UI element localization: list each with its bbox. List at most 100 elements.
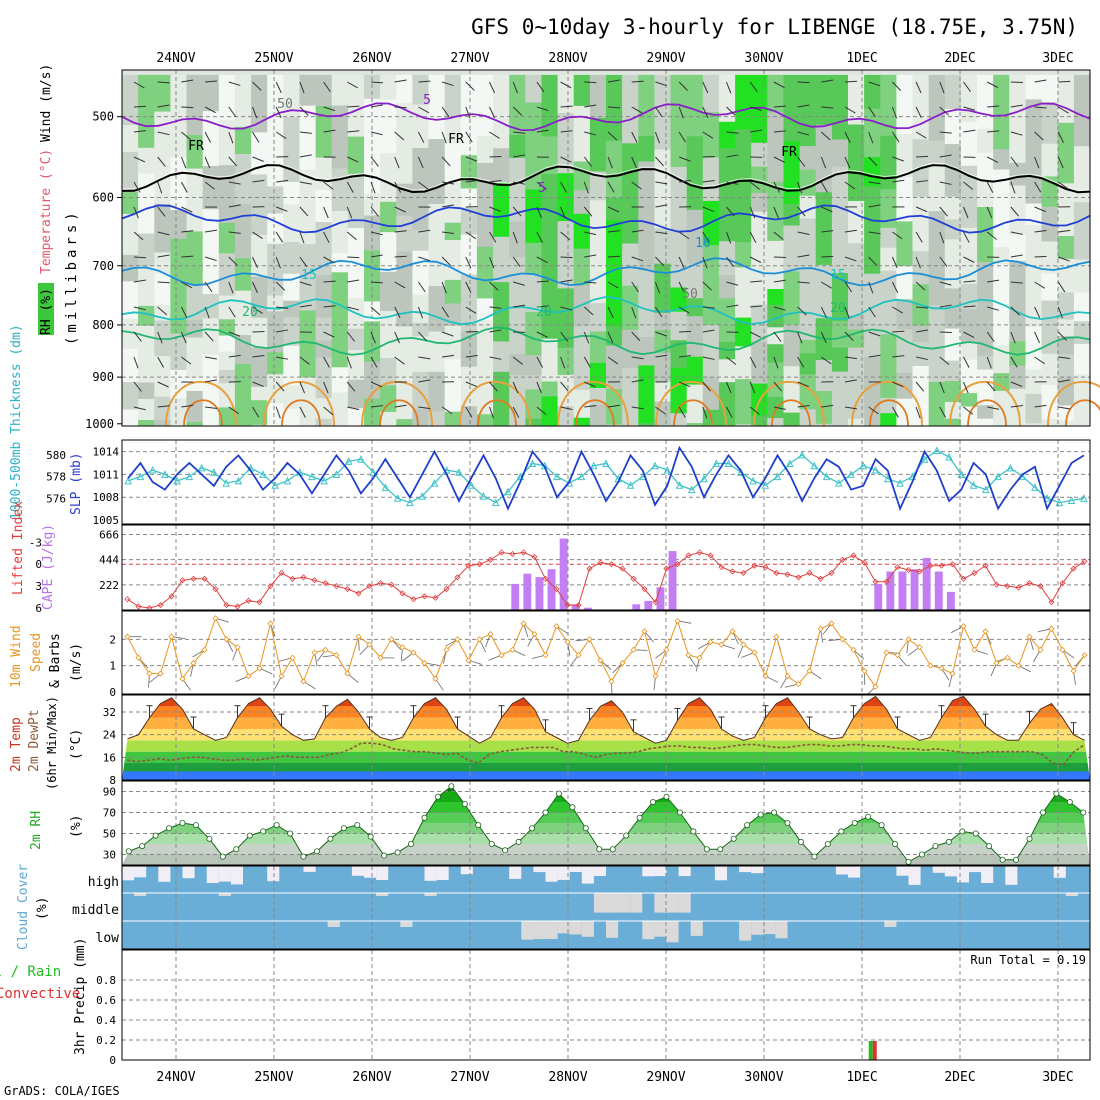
rh-cell: [944, 418, 962, 427]
rh-cell: [138, 353, 155, 383]
wind-barb: [394, 404, 407, 408]
thickness-point: [369, 468, 377, 476]
wind-barb: [868, 406, 879, 415]
wind-speed-point: [531, 631, 538, 638]
rh-cell: [444, 411, 462, 427]
rh-cell: [848, 389, 865, 405]
wind-barb: [252, 179, 265, 183]
wind-speed-point: [322, 646, 329, 653]
wind-barb: [560, 181, 567, 193]
rh-cell: [541, 396, 559, 427]
rh-cell: [799, 339, 817, 354]
wind-barb: [347, 81, 359, 89]
wind-barb: [750, 280, 763, 283]
wind-barb: [773, 231, 784, 240]
wind-barb: [346, 231, 357, 241]
wind-barb: [560, 156, 572, 163]
rh-cell: [1009, 306, 1026, 342]
wind-speed-point: [454, 636, 461, 643]
rh-point: [367, 833, 374, 840]
thickness-tick-label: 580: [46, 449, 66, 462]
thickness-point: [835, 478, 843, 487]
rh-cell: [380, 325, 397, 344]
cloud-clear-block: [618, 893, 631, 913]
cloud-clear-block: [606, 893, 619, 913]
wind-barb: [157, 81, 170, 84]
rh-cell: [654, 149, 671, 176]
cape-bar: [910, 569, 919, 610]
rh-cell: [412, 74, 429, 105]
top-day-label: 25NOV: [254, 51, 293, 66]
rh-point: [878, 822, 885, 829]
wind-speed-point: [245, 673, 252, 680]
wind-barb: [963, 331, 975, 339]
wind-barb: [560, 279, 573, 283]
rh-cell: [251, 347, 268, 388]
cloud-clear-block: [666, 893, 679, 913]
wind-barb: [370, 231, 383, 236]
rh-cell: [573, 285, 591, 327]
li-point: [399, 590, 406, 597]
wind-barb: [536, 231, 543, 243]
cloud-clear-block: [981, 866, 994, 883]
wind-barb: [323, 305, 336, 308]
rh-point: [838, 828, 845, 835]
wind-barb: [181, 79, 194, 83]
wind-tick-label: 1: [109, 660, 116, 673]
wind-barb: [536, 331, 548, 338]
rh-cell: [912, 366, 930, 401]
rh-cell: [412, 371, 429, 386]
rh-cell: [283, 204, 300, 243]
wind-barb: [797, 231, 810, 235]
li-point: [278, 569, 285, 577]
cloud-clear-block: [944, 866, 957, 877]
rh-cell: [493, 282, 510, 310]
rh-cell: [315, 317, 333, 341]
wind-barb: [442, 231, 455, 234]
wind-barb: [275, 231, 283, 243]
cloud-clear-block: [654, 866, 667, 877]
rh-cell: [444, 279, 462, 304]
wind-barb: [726, 281, 739, 286]
rh-cell: [589, 74, 607, 119]
rh-cell: [138, 233, 155, 267]
wind-barb: [702, 329, 715, 333]
wind-barb: [228, 231, 241, 234]
wind-speed-point: [146, 670, 153, 677]
rh-cell: [573, 349, 591, 367]
wind-barb: [987, 306, 999, 311]
wind-barb: [441, 256, 451, 266]
rh-cell: [267, 213, 284, 245]
wind-barb: [702, 381, 711, 392]
wind-barb: [797, 306, 807, 316]
rh-point: [690, 828, 697, 835]
wind-barb: [181, 206, 193, 213]
wind-speed-point: [817, 625, 824, 632]
wind-barb: [750, 129, 763, 133]
rh-cell: [573, 161, 591, 191]
wind-barb: [157, 405, 170, 408]
rh-cell: [1009, 162, 1026, 186]
thickness-point: [785, 459, 794, 468]
cloud-clear-block: [969, 866, 982, 873]
wind-barb: [418, 106, 430, 114]
rh-cell: [1073, 418, 1091, 427]
wind-barb: [1010, 281, 1023, 284]
wind-barb: [986, 206, 993, 219]
rh-cell: [831, 371, 849, 399]
rh-cell: [799, 267, 817, 317]
rh-cell: [460, 188, 478, 209]
precip-convective-label: Convective: [0, 986, 80, 1002]
wind-barb: [891, 131, 900, 143]
rh-cell: [767, 112, 784, 183]
wind10m-barb: [479, 639, 486, 653]
rh-cell: [783, 203, 801, 226]
rh-point: [771, 809, 778, 816]
rh-cell: [1041, 353, 1059, 386]
wind-barb: [1034, 106, 1047, 109]
rh-cell: [122, 381, 139, 411]
cloud-clear-block: [932, 866, 945, 873]
wind-barb: [844, 131, 851, 143]
